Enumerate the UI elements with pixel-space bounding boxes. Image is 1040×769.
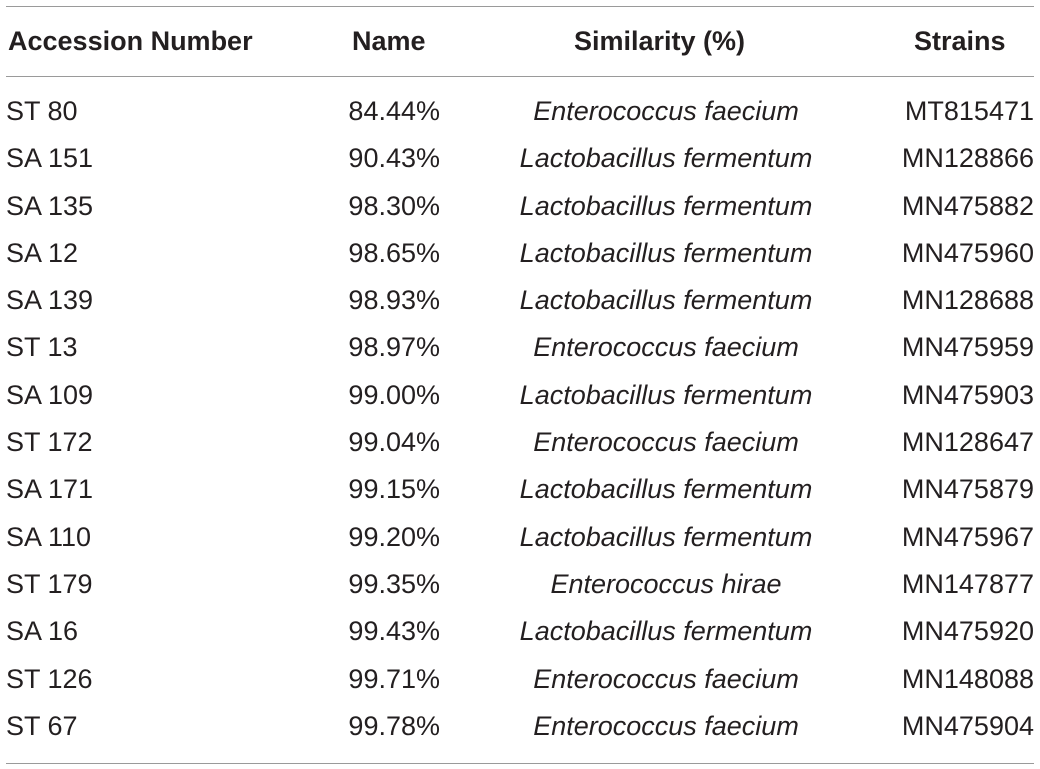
cell-name: 98.30% [348, 190, 440, 221]
table-row: SA 139 98.93% Lactobacillus fermentum MN128… [6, 277, 1034, 324]
cell-name: 99.00% [348, 379, 440, 410]
table-row: ST 172 99.04% Enterococcus faecium MN128647 [6, 419, 1034, 466]
table-body: ST 80 84.44% Enterococcus faecium MT815471 S… [6, 88, 1034, 750]
header-accession-number: Accession Number [8, 26, 253, 56]
cell-accession-number: SA 110 [6, 521, 92, 552]
cell-strain: MN475903 [901, 379, 1034, 410]
table-top-rule [6, 6, 1034, 7]
table-header-row: Accession Number Name Similarity (%) Str… [6, 6, 1034, 76]
cell-accession-number: SA 139 [6, 285, 94, 316]
header-strains: Strains [914, 26, 1006, 56]
cell-name: 99.04% [348, 427, 440, 458]
table-row: SA 135 98.30% Lactobacillus fermentum MN475… [6, 183, 1034, 230]
cell-strain: MN475967 [901, 521, 1034, 552]
cell-accession-number: SA 151 [6, 143, 94, 174]
cell-name: 98.93% [348, 285, 440, 316]
cell-strain: MN475882 [901, 190, 1034, 221]
table-bottom-rule [6, 763, 1034, 764]
cell-similarity: Enterococcus faecium [533, 427, 799, 458]
cell-similarity: Enterococcus faecium [533, 332, 799, 363]
cell-strain: MN475920 [901, 616, 1034, 647]
cell-similarity: Lactobacillus fermentum [519, 143, 813, 174]
cell-name: 99.35% [348, 568, 440, 599]
cell-similarity: Lactobacillus fermentum [519, 190, 813, 221]
header-name: Name [352, 26, 426, 56]
cell-name: 99.43% [348, 616, 440, 647]
table-row: SA 109 99.00% Lactobacillus fermentum MN475… [6, 372, 1034, 419]
cell-similarity: Enterococcus faecium [533, 96, 799, 126]
header-similarity: Similarity (%) [574, 26, 746, 56]
cell-strain: MN475879 [901, 474, 1034, 505]
cell-strain: MT815471 [904, 96, 1034, 126]
cell-accession-number: SA 135 [6, 190, 94, 221]
cell-name: 90.43% [348, 143, 440, 174]
cell-similarity: Lactobacillus fermentum [519, 474, 813, 505]
cell-similarity: Lactobacillus fermentum [519, 285, 813, 316]
cell-name: 99.15% [348, 474, 440, 505]
cell-similarity: Enterococcus faecium [533, 710, 799, 741]
table-row: ST 179 99.35% Enterococcus hirae MN147877 [6, 561, 1034, 608]
cell-strain: MN475904 [901, 710, 1034, 741]
table-row: ST 13 98.97% Enterococcus faecium MN475959 [6, 324, 1034, 371]
cell-similarity: Lactobacillus fermentum [519, 521, 813, 552]
table-row: ST 80 84.44% Enterococcus faecium MT815471 [6, 88, 1034, 135]
cell-similarity: Enterococcus hirae [550, 568, 782, 599]
table-row: ST 67 99.78% Enterococcus faecium MN475904 [6, 703, 1034, 750]
table-row: SA 12 98.65% Lactobacillus fermentum MN4759… [6, 230, 1034, 277]
cell-accession-number: ST 67 [6, 710, 78, 741]
cell-accession-number: SA 12 [6, 237, 79, 268]
table-header-rule [6, 76, 1034, 77]
cell-strain: MN475960 [901, 237, 1034, 268]
cell-name: 98.65% [348, 237, 440, 268]
cell-similarity: Lactobacillus fermentum [519, 616, 813, 647]
table-row: SA 110 99.20% Lactobacillus fermentum MN475… [6, 514, 1034, 561]
cell-strain: MN128688 [901, 285, 1034, 316]
cell-similarity: Enterococcus faecium [533, 663, 799, 694]
cell-accession-number: ST 80 [6, 96, 78, 126]
cell-name: 84.44% [348, 96, 440, 126]
cell-strain: MN128866 [901, 143, 1034, 174]
cell-strain: MN147877 [901, 568, 1034, 599]
cell-strain: MN128647 [901, 427, 1034, 458]
cell-accession-number: ST 13 [6, 332, 78, 363]
cell-accession-number: SA 16 [6, 616, 79, 647]
cell-accession-number: ST 172 [6, 427, 93, 458]
table-row: SA 16 99.43% Lactobacillus fermentum MN4759… [6, 608, 1034, 655]
cell-strain: MN475959 [901, 332, 1034, 363]
cell-name: 99.78% [348, 710, 440, 741]
cell-accession-number: ST 126 [6, 663, 93, 694]
cell-name: 98.97% [348, 332, 440, 363]
cell-strain: MN148088 [901, 663, 1034, 694]
cell-similarity: Lactobacillus fermentum [519, 379, 813, 410]
cell-accession-number: SA 109 [6, 379, 94, 410]
cell-name: 99.71% [348, 663, 440, 694]
table-row: SA 171 99.15% Lactobacillus fermentum MN475… [6, 466, 1034, 513]
table-row: SA 151 90.43% Lactobacillus fermentum MN128… [6, 135, 1034, 182]
cell-name: 99.20% [348, 521, 440, 552]
cell-similarity: Lactobacillus fermentum [519, 237, 813, 268]
table-row: ST 126 99.71% Enterococcus faecium MN148088 [6, 656, 1034, 703]
cell-accession-number: SA 171 [6, 474, 94, 505]
cell-accession-number: ST 179 [6, 568, 93, 599]
